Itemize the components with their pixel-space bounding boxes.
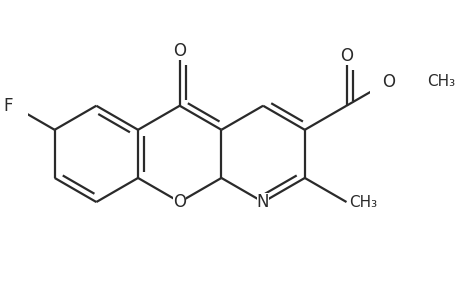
Text: O: O [339, 47, 352, 65]
Text: N: N [256, 193, 269, 211]
Text: F: F [3, 97, 13, 115]
Text: O: O [173, 42, 186, 60]
Text: CH₃: CH₃ [348, 194, 376, 209]
Text: O: O [381, 73, 394, 91]
Text: O: O [173, 193, 186, 211]
Text: CH₃: CH₃ [425, 74, 454, 89]
